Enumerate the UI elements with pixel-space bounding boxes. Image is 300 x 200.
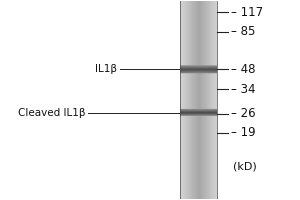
Text: (kD): (kD) (233, 161, 256, 171)
Text: –: – (119, 64, 127, 74)
Text: – 117: – 117 (231, 6, 263, 19)
Text: – 19: – 19 (231, 126, 256, 139)
Text: IL1β: IL1β (95, 64, 117, 74)
Text: Cleaved IL1β: Cleaved IL1β (18, 108, 85, 118)
Text: –: – (87, 108, 95, 118)
Text: – 85: – 85 (231, 25, 256, 38)
Text: – 48: – 48 (231, 63, 256, 76)
Text: – 26: – 26 (231, 107, 256, 120)
Text: – 34: – 34 (231, 83, 256, 96)
